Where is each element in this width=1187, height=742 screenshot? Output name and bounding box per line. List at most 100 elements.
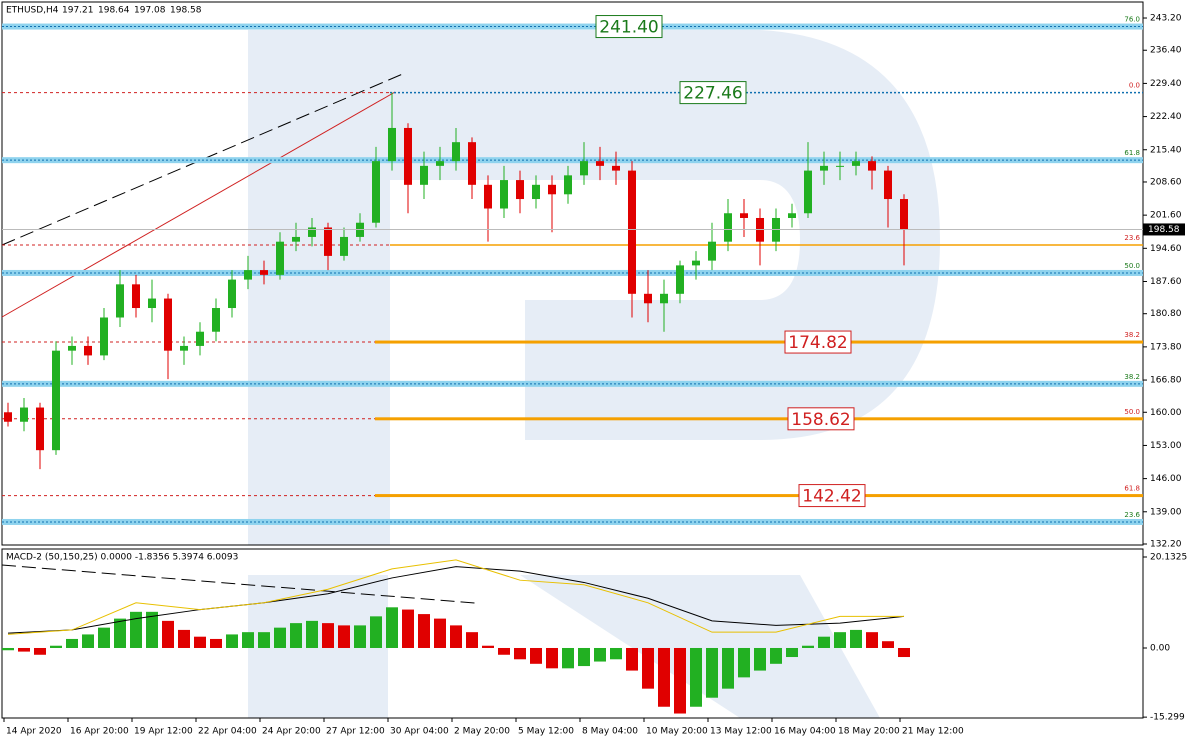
y-tick-label: 229.40: [1150, 79, 1182, 89]
macd-bar: [402, 609, 414, 648]
macd-bar: [882, 641, 894, 648]
y-tick-label: 132.20: [1150, 540, 1182, 550]
level-box: 174.82: [784, 330, 852, 354]
level-box: 241.40: [595, 15, 663, 39]
candle-body: [308, 227, 316, 237]
current-price-tag: [1143, 223, 1185, 236]
candle-body: [388, 127, 396, 162]
candle-body: [788, 213, 796, 218]
macd-bar: [98, 627, 110, 648]
level-box-frame: [679, 81, 747, 105]
macd-line: [7, 566, 905, 634]
macd-bar: [834, 632, 846, 648]
candle-body: [676, 265, 684, 294]
level-box-frame: [787, 407, 855, 431]
candle-body: [820, 165, 828, 171]
macd-bar: [82, 634, 94, 648]
candle-body: [52, 350, 60, 451]
candle-body: [212, 308, 220, 332]
macd-bar: [274, 627, 286, 648]
level-box-label: 142.42: [802, 487, 861, 507]
y-tick-label: 201.60: [1150, 211, 1182, 221]
candle-body: [596, 161, 604, 166]
y-tick-label: 222.40: [1150, 112, 1182, 122]
macd-bar: [802, 645, 814, 648]
macd-bar: [370, 616, 382, 648]
level-band: [2, 157, 1143, 164]
x-tick-label: 24 Apr 20:00: [262, 727, 321, 737]
candle-body: [628, 170, 636, 294]
macd-bar: [130, 611, 142, 648]
macd-bar: [178, 629, 190, 648]
candle-body: [180, 345, 188, 351]
macd-bar: [466, 632, 478, 648]
level-box: 142.42: [798, 484, 866, 508]
macd-bar: [146, 611, 158, 648]
candle-body: [580, 161, 588, 176]
x-tick-label: 27 Apr 12:00: [326, 727, 385, 737]
fib-label: 38.2: [1124, 373, 1140, 381]
fib-label: 23.6: [1124, 511, 1140, 519]
candle-body: [276, 241, 284, 275]
y-tick-label: 187.60: [1150, 277, 1182, 287]
macd-bar: [530, 647, 542, 664]
candle-body: [612, 165, 620, 171]
macd-bar: [754, 647, 766, 671]
macd-bar: [194, 636, 206, 648]
macd-y-tick-label: 20.1325: [1150, 552, 1187, 562]
macd-bar: [226, 634, 238, 648]
macd-bar: [770, 647, 782, 664]
candle-body: [452, 142, 460, 162]
level-box-frame: [784, 330, 852, 354]
macd-bar: [50, 645, 62, 648]
macd-bar: [66, 638, 78, 648]
candle-body: [20, 407, 28, 422]
macd-bar: [722, 647, 734, 689]
level-box: 158.62: [787, 407, 855, 431]
macd-bar: [2, 647, 14, 651]
macd-bar: [738, 647, 750, 678]
macd-bar: [418, 614, 430, 648]
fib-label: 50.0: [1124, 262, 1140, 270]
macd-bar: [818, 636, 830, 648]
y-tick-label: 243.20: [1150, 14, 1182, 24]
x-tick-label: 22 Apr 04:00: [198, 727, 257, 737]
fib-label: 38.2: [1124, 331, 1140, 339]
candle-body: [852, 161, 860, 166]
candle-body: [372, 161, 380, 223]
x-tick-label: 2 May 20:00: [454, 727, 510, 737]
macd-bar: [386, 607, 398, 648]
level-band: [2, 23, 1143, 30]
level-band: [2, 380, 1143, 387]
y-tick-label: 166.80: [1150, 376, 1182, 386]
candle-body: [468, 142, 476, 185]
candle-body: [532, 184, 540, 200]
candle-body: [100, 317, 108, 356]
x-tick-label: 8 May 04:00: [582, 727, 638, 737]
macd-bar: [18, 647, 30, 652]
macd-bar: [706, 647, 718, 698]
y-tick-label: 173.80: [1150, 342, 1182, 352]
candle-body: [660, 293, 668, 304]
candle-body: [740, 213, 748, 218]
candle-body: [164, 298, 172, 351]
candle-body: [132, 284, 140, 309]
candle-body: [884, 170, 892, 200]
candle-body: [148, 298, 156, 309]
fib-label: 50.0: [1124, 408, 1140, 416]
x-tick-label: 14 Apr 2020: [6, 727, 62, 737]
candle-body: [292, 236, 300, 242]
y-tick-label: 194.60: [1150, 244, 1182, 254]
candle-body: [436, 161, 444, 166]
chart-symbol: ETHUSD,H4: [6, 6, 59, 16]
candle-body: [500, 180, 508, 209]
header-value: 197.21: [62, 6, 94, 16]
candle-body: [484, 184, 492, 209]
level-box-label: 241.40: [599, 18, 658, 38]
candle-body: [516, 180, 524, 200]
x-tick-label: 10 May 20:00: [646, 727, 708, 737]
macd-bar: [578, 647, 590, 667]
level-box-label: 227.46: [683, 84, 742, 104]
level-band: [2, 269, 1143, 276]
macd-bar: [786, 647, 798, 658]
